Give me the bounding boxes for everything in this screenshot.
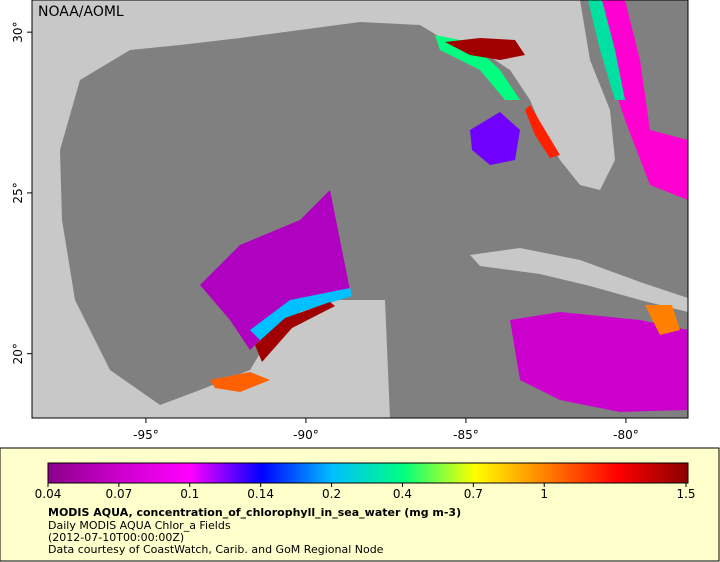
caption-line: Data courtesy of CoastWatch, Carib. and … <box>48 543 384 556</box>
chlorophyll-atlantic-coast <box>588 0 625 100</box>
credit: NOAA/AOML <box>38 4 124 20</box>
colorbar-tick-label: 1.5 <box>676 487 695 501</box>
chlorophyll-mississippi <box>435 35 520 100</box>
colorbar <box>48 463 688 483</box>
chlorophyll-offshore <box>470 112 520 165</box>
colorbar-tick-label: 0.2 <box>322 487 341 501</box>
caption-title: MODIS AQUA, concentration_of_chlorophyll… <box>48 506 461 519</box>
cuba <box>470 248 688 312</box>
chlorophyll-yucatan <box>210 372 270 392</box>
colorbar-tick-label: 0.4 <box>393 487 412 501</box>
colorbar-tick-label: 0.7 <box>464 487 483 501</box>
lat-tick-label: 20° <box>11 343 25 364</box>
colorbar-frame <box>47 462 689 484</box>
chlorophyll-campeche <box>200 190 350 350</box>
map-frame <box>31 0 689 419</box>
chlorophyll-campeche-red <box>255 302 335 362</box>
colorbar-tick-label: 0.04 <box>35 487 62 501</box>
lat-tick-label: 25° <box>11 182 25 203</box>
caption-line: Daily MODIS AQUA Chlor_a Fields <box>48 519 231 532</box>
caption-line: (2012-07-10T00:00:00Z) <box>48 531 184 544</box>
chlorophyll-panhandle <box>445 38 525 60</box>
colorbar-tick-label: 0.1 <box>180 487 199 501</box>
lon-tick-label: -95° <box>133 428 159 442</box>
colorbar-tick-label: 1 <box>540 487 548 501</box>
lat-tick-label: 30° <box>11 22 25 43</box>
lon-tick-label: -80° <box>613 428 639 442</box>
chlorophyll-caribbean-coast <box>645 305 680 335</box>
lon-tick-label: -85° <box>453 428 479 442</box>
map-area <box>32 0 688 418</box>
colorbar-tick-label: 0.14 <box>247 487 274 501</box>
ocean <box>60 0 688 418</box>
chlorophyll-florida <box>525 105 560 158</box>
lon-tick-label: -90° <box>293 428 319 442</box>
chlorophyll-caribbean <box>510 312 688 412</box>
chlorophyll-atlantic <box>600 0 688 200</box>
colorbar-tick-label: 0.07 <box>106 487 133 501</box>
